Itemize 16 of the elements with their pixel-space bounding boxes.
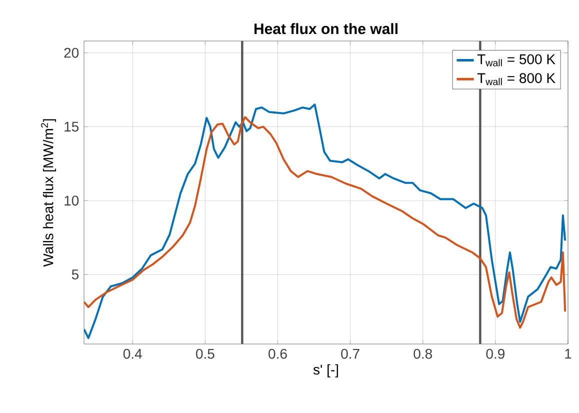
y-tick-label: 10 <box>64 196 79 206</box>
y-tick-label: 15 <box>64 122 79 132</box>
x-axis-title: s' [-] <box>313 364 338 378</box>
legend-label: T$_{wall}$ = 500 K <box>477 54 556 66</box>
chart-title: Heat flux on the wall <box>254 23 398 34</box>
x-tick-label: 0.4 <box>123 348 142 359</box>
x-tick-label: 0.7 <box>341 348 360 359</box>
x-tick-label: 0.9 <box>486 348 504 359</box>
legend-label: T$_{wall}$ = 800 K <box>477 73 556 86</box>
y-tick-label: 5 <box>72 270 79 280</box>
y-axis-title: Walls heat flux [MW/m$^{2}$] <box>41 119 56 267</box>
y-tick-label: 20 <box>64 48 79 58</box>
x-tick-label: 1 <box>565 348 572 358</box>
x-tick-label: 0.5 <box>196 348 214 359</box>
x-tick-label: 0.6 <box>268 348 287 359</box>
x-tick-label: 0.8 <box>414 348 432 359</box>
